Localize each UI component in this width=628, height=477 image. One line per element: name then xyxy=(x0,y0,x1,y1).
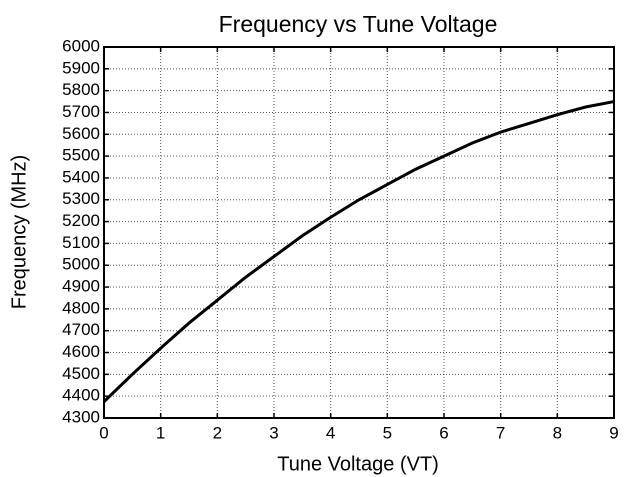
chart-title: Frequency vs Tune Voltage xyxy=(219,11,498,37)
x-tick-label: 5 xyxy=(383,423,392,442)
y-tick-label: 4600 xyxy=(62,342,100,361)
y-tick-label: 5400 xyxy=(62,167,100,186)
y-tick-label: 5300 xyxy=(62,189,100,208)
y-tick-label: 5500 xyxy=(62,146,100,165)
x-tick-label: 4 xyxy=(326,423,335,442)
x-tick-label: 0 xyxy=(99,423,108,442)
y-tick-label: 5700 xyxy=(62,102,100,121)
y-tick-label: 4900 xyxy=(62,277,100,296)
y-axis-label: Frequency (MHz) xyxy=(8,155,30,309)
y-tick-label: 4500 xyxy=(62,364,100,383)
y-tick-label: 6000 xyxy=(62,36,100,55)
y-tick-label: 4300 xyxy=(62,407,100,426)
y-tick-label: 5600 xyxy=(62,124,100,143)
x-tick-label: 7 xyxy=(496,423,505,442)
y-tick-label: 4700 xyxy=(62,320,100,339)
y-tick-label: 5900 xyxy=(62,58,100,77)
x-tick-label: 9 xyxy=(609,423,618,442)
x-tick-label: 6 xyxy=(439,423,448,442)
x-tick-label: 1 xyxy=(156,423,165,442)
y-tick-label: 5000 xyxy=(62,255,100,274)
line xyxy=(102,100,615,403)
y-tick-label: 5800 xyxy=(62,80,100,99)
y-tick-label: 5200 xyxy=(62,211,100,230)
y-tick-label: 5100 xyxy=(62,233,100,252)
y-tick-label: 4400 xyxy=(62,386,100,405)
y-tick-label: 4800 xyxy=(62,298,100,317)
x-tick-label: 3 xyxy=(269,423,278,442)
x-tick-label: 2 xyxy=(213,423,222,442)
plot-frame xyxy=(103,46,615,419)
x-tick-label: 8 xyxy=(553,423,562,442)
x-axis-label: Tune Voltage (VT) xyxy=(277,453,439,475)
